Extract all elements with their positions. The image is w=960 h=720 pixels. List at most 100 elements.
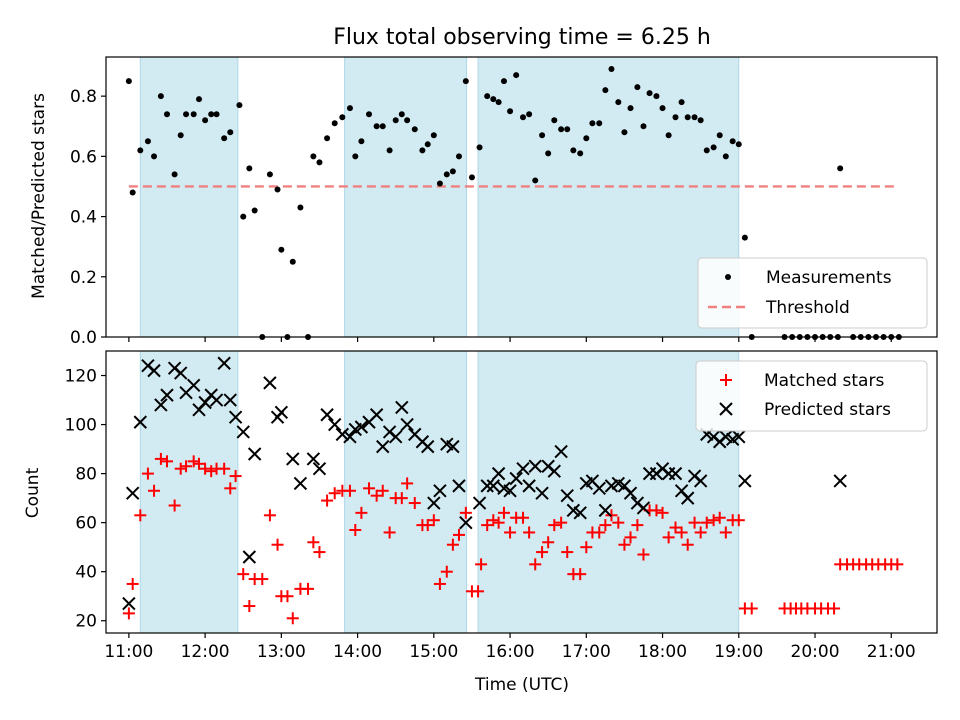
- y-tick-label: 80: [75, 465, 97, 485]
- measurement-point: [379, 123, 386, 130]
- measurement-point: [436, 180, 443, 187]
- measurement-point: [564, 126, 571, 133]
- legend-label-measurements: Measurements: [766, 268, 892, 288]
- y-tick-label: 0.8: [70, 87, 97, 107]
- matched-star-point: [732, 514, 745, 527]
- x-tick-label: 11:00: [104, 642, 153, 662]
- measurement-point: [608, 66, 615, 73]
- measurement-point: [373, 123, 380, 130]
- measurement-point: [157, 93, 164, 100]
- matched-star-point: [669, 521, 682, 534]
- legend-label-predicted: Predicted stars: [764, 400, 891, 420]
- matched-star-point: [472, 585, 485, 598]
- predicted-star-point: [427, 496, 441, 510]
- predicted-star-point: [369, 408, 384, 422]
- matched-star-point: [263, 509, 276, 522]
- predicted-star-point: [503, 484, 517, 498]
- measurement-point: [137, 147, 144, 154]
- matched-star-point: [618, 538, 631, 551]
- matched-star-point: [891, 558, 904, 571]
- measurement-point: [741, 234, 748, 241]
- matched-star-point: [745, 602, 758, 615]
- predicted-star-point: [154, 398, 168, 412]
- measurement-point: [735, 141, 742, 148]
- predicted-star-point: [228, 410, 243, 424]
- measurement-point: [703, 147, 710, 154]
- matched-star-point: [160, 455, 173, 468]
- matched-star-point: [134, 509, 147, 522]
- measurement-point: [697, 117, 704, 124]
- matched-star-point: [452, 528, 465, 541]
- matched-star-point: [580, 541, 593, 554]
- predicted-star-point: [354, 420, 369, 434]
- matched-star-point: [154, 452, 167, 465]
- x-tick-label: 18:00: [638, 642, 687, 662]
- measurement-point: [646, 90, 653, 97]
- y-tick-label: 0.4: [70, 208, 97, 228]
- y-tick-label: 40: [75, 563, 97, 583]
- matched-star-point: [395, 492, 408, 505]
- legend-box: [695, 360, 928, 432]
- measurement-point: [551, 117, 558, 124]
- y-tick-label: 0.0: [70, 328, 97, 348]
- matched-star-point: [401, 477, 414, 490]
- measurement-point: [634, 84, 641, 91]
- y-tick-label: 60: [75, 514, 97, 534]
- predicted-star-point: [388, 430, 403, 444]
- predicted-star-point: [133, 415, 148, 429]
- measurement-point: [589, 120, 596, 127]
- ratio-plot-area: [125, 66, 902, 340]
- predicted-star-point: [209, 393, 224, 407]
- predicted-star-point: [509, 471, 523, 486]
- matched-star-point: [224, 482, 237, 495]
- predicted-star-point: [522, 479, 536, 493]
- matched-star-point: [681, 538, 694, 551]
- matched-star-point: [707, 514, 720, 527]
- ratio-legend: Measurements Threshold: [697, 257, 928, 329]
- matched-star-point: [440, 565, 453, 578]
- measurement-point: [386, 147, 393, 154]
- matched-star-point: [433, 577, 446, 590]
- predicted-star-point: [528, 459, 542, 473]
- measurement-point: [583, 135, 590, 142]
- predicted-star-point: [174, 366, 188, 380]
- measurement-point: [577, 150, 584, 157]
- measurement-point: [484, 93, 491, 100]
- measurement-point: [430, 132, 437, 139]
- matched-star-point: [599, 519, 612, 532]
- observing-interval-2: [477, 350, 740, 634]
- predicted-star-point: [446, 439, 460, 454]
- measurement-point: [602, 87, 609, 94]
- matched-star-point: [624, 531, 637, 544]
- matched-star-point: [408, 497, 421, 510]
- measurement-point: [672, 114, 679, 121]
- matched-star-point: [713, 511, 726, 524]
- measurement-point: [621, 129, 628, 136]
- predicted-star-point: [547, 464, 561, 478]
- measurement-point: [837, 165, 844, 172]
- predicted-star-point: [623, 486, 638, 500]
- measurement-point: [366, 111, 373, 118]
- predicted-star-point: [693, 474, 708, 488]
- x-tick-label: 13:00: [257, 642, 306, 662]
- predicted-star-point: [286, 452, 300, 466]
- measurement-point: [208, 111, 215, 118]
- matched-star-point: [656, 506, 669, 519]
- matched-star-point: [612, 516, 625, 529]
- time-x-axis-label: Time (UTC): [474, 675, 569, 695]
- measurement-point: [246, 165, 253, 172]
- matched-star-point: [363, 482, 376, 495]
- measurement-point: [545, 150, 552, 157]
- predicted-star-point: [486, 479, 500, 493]
- matched-star-point: [523, 526, 536, 539]
- observing-interval-0: [139, 56, 239, 338]
- measurement-point: [526, 111, 533, 118]
- measurement-point: [539, 132, 546, 139]
- x-tick-label: 12:00: [181, 642, 230, 662]
- predicted-star-point: [738, 474, 752, 488]
- measurement-point: [346, 105, 353, 112]
- ratio-axes-frame: [105, 56, 938, 338]
- measurement-point: [177, 132, 184, 139]
- measurement-point: [125, 78, 132, 85]
- measurement-point: [520, 114, 527, 121]
